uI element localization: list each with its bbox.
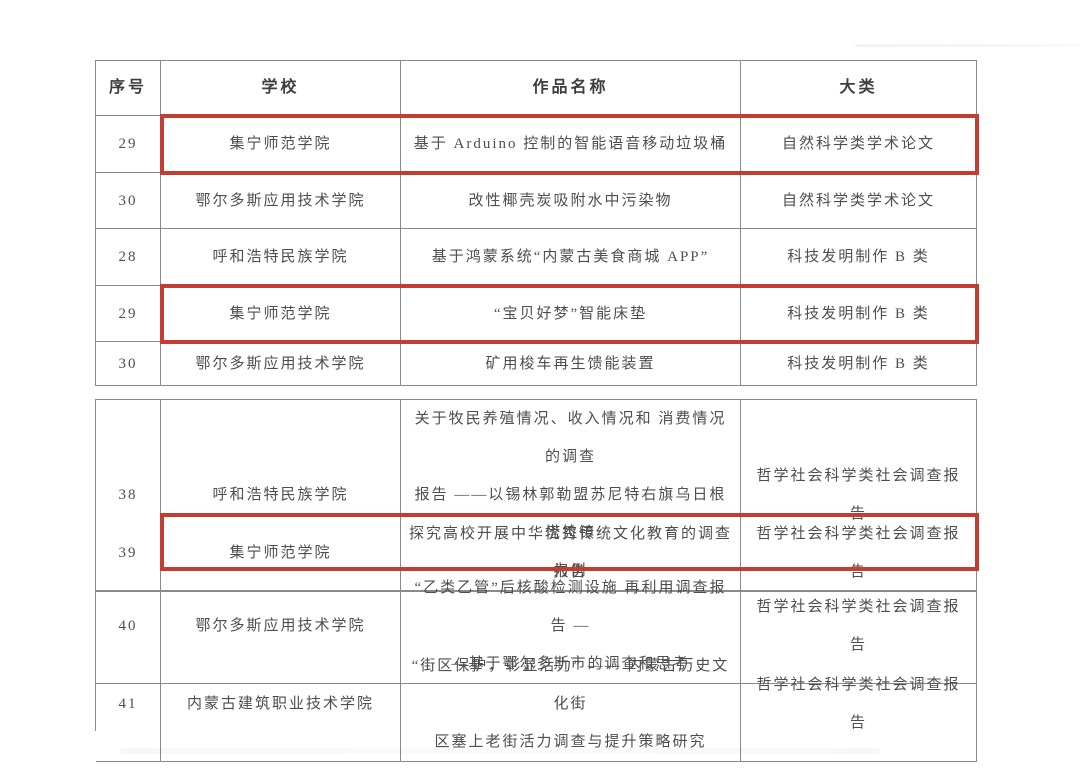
cell-school: 呼和浩特民族学院: [161, 400, 401, 591]
header-cell-school: 学校: [161, 61, 401, 116]
cell-category: 哲学社会科学类社会调查报告: [741, 400, 977, 591]
cell-work: 探究高校开展中华优秀传统文化教育的调查报告: [401, 515, 741, 592]
section-gap: [95, 386, 977, 399]
cell-no: 30: [96, 173, 161, 229]
cell-work: “宝贝好梦”智能床垫: [401, 286, 741, 342]
cell-category: 哲学社会科学类社会调查报告: [741, 569, 977, 684]
table-row: 30 鄂尔多斯应用技术学院 改性椰壳炭吸附水中污染物 自然科学类学术论文: [96, 173, 977, 229]
cell-no: 29: [96, 286, 161, 342]
table-row: 28 呼和浩特民族学院 基于鸿蒙系统“内蒙古美食商城 APP” 科技发明制作 B…: [96, 229, 977, 286]
cell-school: 呼和浩特民族学院: [161, 229, 401, 286]
table-row: 39 集宁师范学院 探究高校开展中华优秀传统文化教育的调查报告 哲学社会科学类社…: [96, 513, 979, 592]
cell-school: 鄂尔多斯应用技术学院: [161, 342, 401, 386]
cell-no: 30: [96, 342, 161, 386]
cell-school: 鄂尔多斯应用技术学院: [161, 173, 401, 229]
cell-work: 基于 Arduino 控制的智能语音移动垃圾桶: [401, 116, 741, 173]
cell-work: 关于牧民养殖情况、收入情况和 消费情况的调查 报告 ——以锡林郭勒盟苏尼特右旗乌…: [401, 400, 741, 591]
table-row: 30 鄂尔多斯应用技术学院 矿用梭车再生馈能装置 科技发明制作 B 类: [96, 342, 977, 386]
scan-smudge: [120, 748, 880, 754]
cell-school: 内蒙古建筑职业技术学院: [161, 647, 401, 762]
table-row: 40 鄂尔多斯应用技术学院 “乙类乙管”后核酸检测设施 再利用调查报告 — —基…: [96, 569, 977, 684]
header-cell-category: 大类: [741, 61, 977, 116]
cell-work: 基于鸿蒙系统“内蒙古美食商城 APP”: [401, 229, 741, 286]
header-cell-work: 作品名称: [401, 61, 741, 116]
cell-work: “乙类乙管”后核酸检测设施 再利用调查报告 — —基于鄂尔多斯市的调查和思考: [401, 569, 741, 684]
table-section-1: 序号 学校 作品名称 大类 29 集宁师范学院 基于 Arduino 控制的智能…: [95, 60, 979, 386]
awards-table: 序号 学校 作品名称 大类 29 集宁师范学院 基于 Arduino 控制的智能…: [95, 60, 979, 762]
cell-no: 38: [96, 400, 161, 591]
cell-work: 矿用梭车再生馈能装置: [401, 342, 741, 386]
header-row: 序号 学校 作品名称 大类: [96, 61, 977, 116]
header-cell-no: 序号: [96, 61, 161, 116]
cell-school: 集宁师范学院: [161, 116, 401, 173]
table-section-2: 38 呼和浩特民族学院 关于牧民养殖情况、收入情况和 消费情况的调查 报告 ——…: [95, 399, 979, 762]
scan-smudge: [855, 44, 1080, 47]
cell-work: 改性椰壳炭吸附水中污染物: [401, 173, 741, 229]
cell-no: 41: [96, 647, 161, 762]
cell-category: 科技发明制作 B 类: [741, 286, 977, 342]
cell-no: 40: [96, 569, 161, 684]
cell-school: 集宁师范学院: [161, 515, 401, 592]
cell-work: “街区保护，彰显活力” —— 内蒙古历史文化街 区塞上老街活力调查与提升策略研究: [401, 647, 741, 762]
cell-no: 29: [96, 116, 161, 173]
cell-category: 科技发明制作 B 类: [741, 342, 977, 386]
cell-category: 自然科学类学术论文: [741, 173, 977, 229]
cell-school: 集宁师范学院: [161, 286, 401, 342]
cell-no: 28: [96, 229, 161, 286]
table-row: 29 集宁师范学院 基于 Arduino 控制的智能语音移动垃圾桶 自然科学类学…: [96, 114, 979, 175]
table-row: 41 内蒙古建筑职业技术学院 “街区保护，彰显活力” —— 内蒙古历史文化街 区…: [96, 647, 977, 762]
cell-school: 鄂尔多斯应用技术学院: [161, 569, 401, 684]
cell-category: 科技发明制作 B 类: [741, 229, 977, 286]
table-row: 38 呼和浩特民族学院 关于牧民养殖情况、收入情况和 消费情况的调查 报告 ——…: [96, 400, 977, 591]
cell-category: 哲学社会科学类社会调查报告: [741, 647, 977, 762]
cell-category: 自然科学类学术论文: [741, 116, 977, 173]
table-row: 29 集宁师范学院 “宝贝好梦”智能床垫 科技发明制作 B 类: [96, 284, 979, 344]
